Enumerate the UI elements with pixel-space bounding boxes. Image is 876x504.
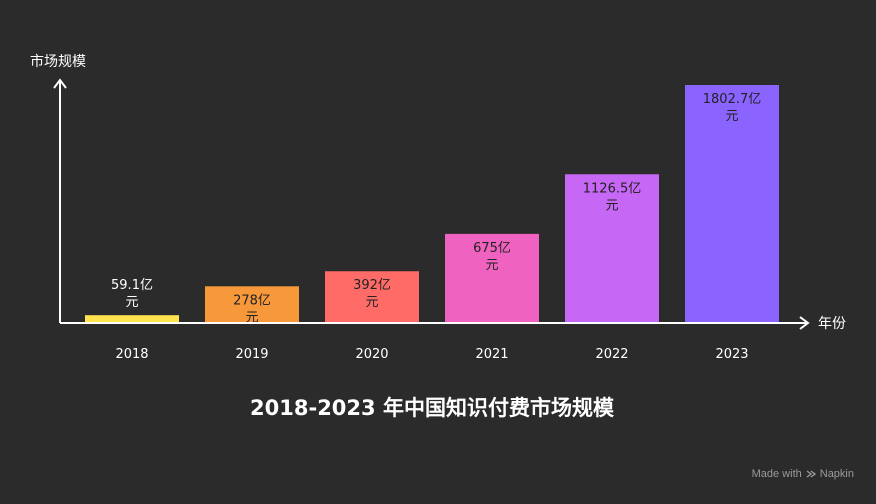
data-labels-layer: 59.1亿元 278亿元 392亿元 675亿元 1126.5亿元 1802.7亿元	[111, 92, 761, 325]
data-label-2022: 1126.5亿元	[583, 181, 642, 213]
x-tick-2023: 2023	[715, 347, 748, 362]
data-label-2018: 59.1亿元	[111, 278, 153, 310]
watermark-brand: Napkin	[819, 468, 854, 480]
data-label-2020: 392亿元	[353, 278, 391, 310]
bar-2022	[565, 174, 659, 323]
bar-2020	[325, 271, 419, 323]
y-axis-arrow-icon	[53, 78, 67, 89]
made-with-napkin-badge[interactable]: Made with Napkin	[752, 468, 854, 480]
x-axis-title: 年份	[818, 316, 846, 332]
data-label-2019: 278亿元	[233, 293, 271, 325]
chart-title: 2018-2023 年中国知识付费市场规模	[250, 396, 614, 420]
x-tick-2018: 2018	[115, 347, 148, 362]
bar-2018	[85, 315, 179, 323]
x-tick-labels: 2018 2019 2020 2021 2022 2023	[115, 347, 748, 362]
data-label-2021: 675亿元	[473, 241, 511, 273]
watermark-text: Made with	[751, 468, 802, 480]
x-tick-2022: 2022	[595, 347, 628, 362]
bar-2021	[445, 233, 539, 323]
x-tick-2019: 2019	[235, 347, 268, 362]
data-label-2023: 1802.7亿元	[703, 92, 762, 124]
y-axis-title: 市场规模	[30, 53, 86, 70]
napkin-logo-icon	[806, 470, 816, 478]
bar-2019	[205, 286, 299, 323]
axes-layer: 市场规模 年份	[30, 53, 846, 332]
x-tick-2021: 2021	[475, 347, 508, 362]
x-axis-arrow-icon	[799, 316, 810, 330]
bars-layer	[85, 85, 779, 323]
x-tick-2020: 2020	[355, 347, 388, 362]
bar-2023	[685, 85, 779, 323]
